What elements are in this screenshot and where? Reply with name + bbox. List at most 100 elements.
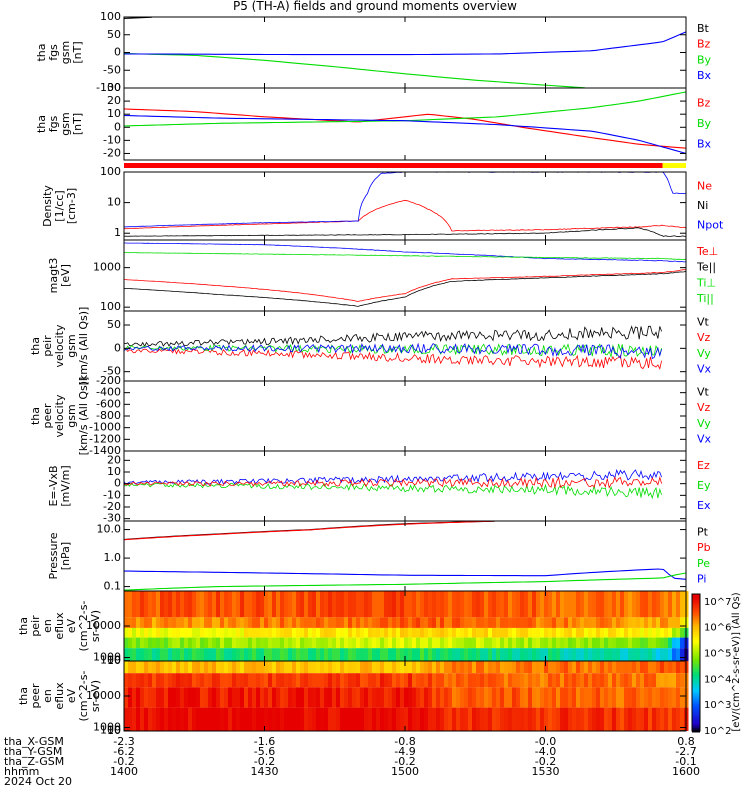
- spectrogram-cell: [380, 591, 385, 618]
- spectrogram-cell: [612, 617, 617, 628]
- spectrogram-cell: [412, 617, 417, 628]
- spectrogram-cell: [672, 648, 677, 661]
- spectrogram-cell: [472, 617, 477, 628]
- spectrogram-cell: [128, 661, 133, 674]
- spectrogram-cell: [452, 687, 457, 708]
- spectrogram-cell: [328, 661, 333, 674]
- spectrogram-cell: [416, 648, 421, 661]
- y-tick-label: -100: [96, 81, 121, 94]
- spectrogram-cell: [496, 673, 501, 688]
- spectrogram-cell: [232, 661, 237, 674]
- spectrogram-cell: [176, 673, 181, 688]
- y-axis-label: eflux: [53, 612, 66, 640]
- spectrogram-cell: [524, 707, 529, 731]
- spectrogram-cell: [196, 661, 201, 674]
- colorbar-cell: [692, 598, 700, 601]
- spectrogram-cell: [420, 661, 425, 674]
- spectrogram-cell: [400, 661, 405, 674]
- spectrogram-cell: [284, 637, 289, 649]
- spectrogram-cell: [544, 591, 549, 618]
- spectrogram-cell: [584, 707, 589, 731]
- spectrogram-cell: [276, 673, 281, 688]
- spectrogram-cell: [624, 617, 629, 628]
- spectrogram-cell: [520, 673, 525, 688]
- spectrogram-cell: [496, 591, 501, 618]
- spectrogram-cell: [452, 661, 457, 674]
- spectrogram-cell: [652, 627, 657, 638]
- spectrogram-cell: [472, 673, 477, 688]
- spectrogram-cell: [416, 617, 421, 628]
- spectrogram-cell: [428, 617, 433, 628]
- spectrogram-cell: [332, 591, 337, 618]
- spectrogram-cell: [428, 591, 433, 618]
- spectrogram-cell: [276, 707, 281, 731]
- spectrogram-cell: [136, 687, 141, 708]
- spectrogram-cell: [384, 627, 389, 638]
- spectrogram-cell: [628, 627, 633, 638]
- spectrogram-cell: [360, 617, 365, 628]
- spectrogram-cell: [568, 637, 573, 649]
- spectrogram-cell: [664, 673, 669, 688]
- spectrogram-cell: [492, 637, 497, 649]
- colorbar-cell: [692, 684, 700, 687]
- spectrogram-cell: [420, 637, 425, 649]
- spectrogram-cell: [524, 687, 529, 708]
- spectrogram-cell: [188, 687, 193, 708]
- spectrogram-cell: [388, 627, 393, 638]
- series-line: [124, 227, 686, 237]
- spectrogram-cell: [544, 673, 549, 688]
- spectrogram-cell: [204, 707, 209, 731]
- spectrogram-cell: [328, 627, 333, 638]
- spectrogram-cell: [536, 637, 541, 649]
- spectrogram-cell: [540, 707, 545, 731]
- spectrogram-cell: [344, 673, 349, 688]
- spectrogram-cell: [288, 661, 293, 674]
- spectrogram-cell: [524, 591, 529, 618]
- spectrogram-cell: [236, 617, 241, 628]
- spectrogram-cell: [248, 637, 253, 649]
- spectrogram-cell: [168, 617, 173, 628]
- colorbar-cell: [692, 702, 700, 705]
- spectrogram-cell: [216, 673, 221, 688]
- spectrogram-cell: [424, 637, 429, 649]
- spectrogram-cell: [480, 661, 485, 674]
- spectrogram-cell: [620, 627, 625, 638]
- spectrogram-cell: [200, 591, 205, 618]
- spectrogram-cell: [396, 661, 401, 674]
- spectrogram-cell: [280, 637, 285, 649]
- spectrogram-cell: [200, 617, 205, 628]
- spectrogram-cell: [432, 687, 437, 708]
- spectrogram-cell: [320, 627, 325, 638]
- spectrogram-cell: [576, 661, 581, 674]
- spectrogram-cell: [244, 673, 249, 688]
- spectrogram-cell: [644, 627, 649, 638]
- legend-label: Te⊥: [696, 245, 718, 258]
- spectrogram-cell: [404, 707, 409, 731]
- spectrogram-cell: [444, 591, 449, 618]
- spectrogram-cell: [172, 707, 177, 731]
- spectrogram-cell: [404, 627, 409, 638]
- spectrogram-cell: [216, 648, 221, 661]
- spectrogram-cell: [600, 661, 605, 674]
- spectrogram-cell: [356, 637, 361, 649]
- legend-label: Ez: [697, 459, 710, 472]
- spectrogram-cell: [196, 648, 201, 661]
- spectrogram-cell: [372, 591, 377, 618]
- spectrogram-cell: [364, 648, 369, 661]
- spectrogram-cell: [452, 707, 457, 731]
- y-tick-label: 1000: [93, 651, 121, 664]
- spectrogram-cell: [156, 637, 161, 649]
- ephemeris-bar: [124, 163, 663, 168]
- y-axis-label: (cm^2-s-: [77, 601, 90, 652]
- spectrogram-cell: [152, 591, 157, 618]
- spectrogram-cell: [308, 673, 313, 688]
- y-axis-label: eV: [65, 688, 78, 703]
- spectrogram-cell: [352, 707, 357, 731]
- spectrogram-cell: [484, 591, 489, 618]
- spectrogram-cell: [228, 673, 233, 688]
- spectrogram-cell: [544, 661, 549, 674]
- x-axis-row-label: tha_Z-GSM: [4, 755, 64, 768]
- spectrogram-cell: [236, 627, 241, 638]
- spectrogram-cell: [620, 648, 625, 661]
